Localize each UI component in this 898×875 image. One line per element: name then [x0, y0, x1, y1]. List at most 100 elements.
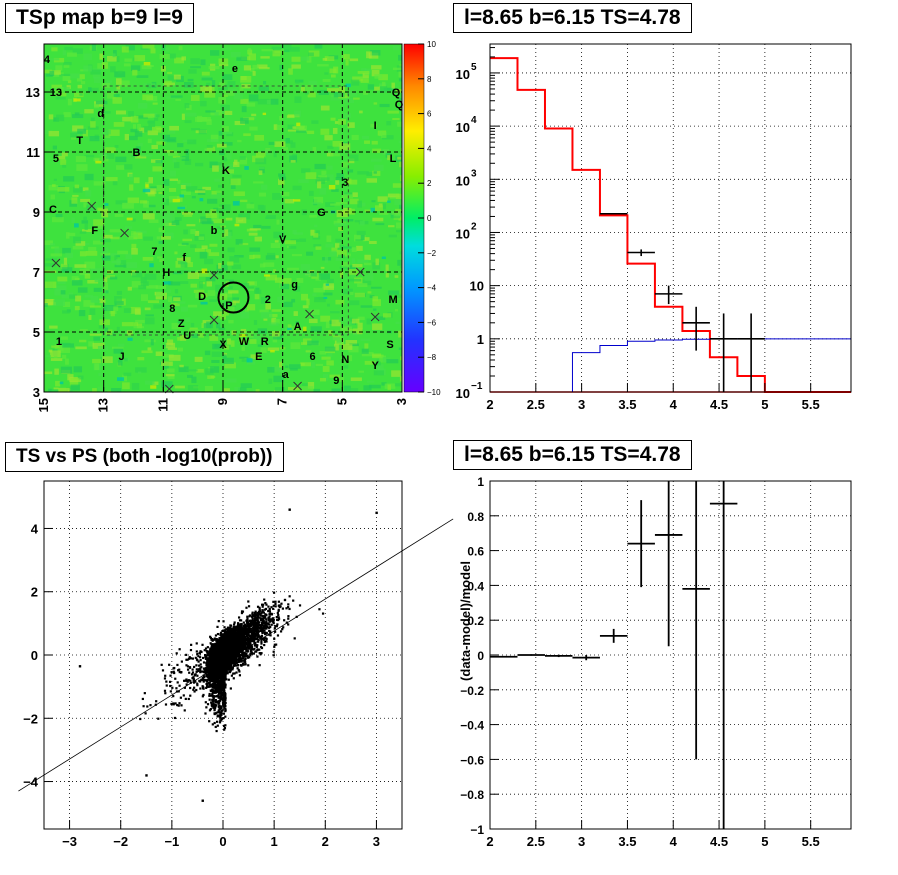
- map-cell: [248, 48, 252, 52]
- map-cell: [224, 229, 229, 237]
- map-cell: [333, 66, 339, 74]
- map-cell: [305, 91, 310, 95]
- scatter-point: [214, 695, 217, 698]
- map-cell: [353, 97, 360, 100]
- map-cell: [348, 328, 359, 331]
- scatter-point: [223, 631, 227, 634]
- map-cell: [335, 180, 340, 185]
- map-cell: [212, 218, 225, 224]
- scatter-point: [212, 699, 215, 702]
- map-cell: [399, 175, 402, 182]
- scatter-point: [237, 616, 241, 619]
- scatter-point: [199, 671, 202, 674]
- map-cell: [357, 200, 362, 208]
- map-cell: [88, 246, 97, 252]
- source-label: d: [97, 108, 104, 120]
- map-cell: [288, 246, 297, 249]
- map-cell: [191, 195, 196, 199]
- map-cell: [235, 239, 243, 245]
- map-cell: [310, 271, 318, 277]
- map-cell: [186, 224, 196, 227]
- map-cell: [59, 346, 71, 354]
- scatter-point: [170, 702, 173, 706]
- map-cell: [254, 293, 260, 300]
- map-cell: [361, 68, 367, 72]
- map-cell: [218, 130, 223, 136]
- map-cell: [122, 374, 127, 382]
- scatter-point: [274, 605, 277, 608]
- scatter-point: [249, 619, 253, 622]
- map-cell: [375, 258, 379, 266]
- map-cell: [336, 331, 345, 336]
- map-cell: [300, 362, 311, 367]
- scatter-point: [258, 648, 261, 651]
- map-cell: [165, 289, 171, 294]
- scatter-point: [211, 639, 214, 642]
- scatter-point: [253, 617, 257, 620]
- map-cell: [371, 140, 378, 145]
- map-cell: [254, 134, 265, 141]
- map-cell: [161, 195, 167, 203]
- map-cell: [259, 309, 269, 313]
- scatter-point: [223, 727, 227, 730]
- scatter-point: [268, 613, 271, 616]
- map-cell: [361, 348, 369, 354]
- map-cell: [240, 311, 250, 319]
- map-cell: [391, 211, 400, 215]
- map-cell: [209, 243, 218, 247]
- map-cell: [371, 65, 382, 70]
- map-cell: [69, 73, 80, 79]
- map-cell: [253, 320, 258, 325]
- map-cell: [315, 275, 322, 281]
- map-cell: [196, 368, 204, 373]
- map-cell: [222, 126, 229, 132]
- scatter-point: [180, 660, 183, 663]
- map-cell: [190, 244, 197, 248]
- map-cell: [63, 301, 71, 308]
- scatter-point: [258, 624, 261, 627]
- map-cell: [238, 336, 243, 341]
- map-cell: [202, 334, 213, 337]
- map-cell: [216, 143, 227, 148]
- map-cell: [51, 345, 60, 348]
- map-cell: [112, 97, 122, 104]
- map-cell: [206, 145, 213, 148]
- map-cell: [254, 289, 262, 294]
- map-cell: [83, 216, 87, 221]
- map-cell: [226, 338, 231, 345]
- map-cell: [304, 272, 317, 277]
- map-cell: [50, 253, 63, 257]
- scatter-point: [241, 652, 244, 655]
- spectrum-ytick-mantissa: 10: [456, 173, 470, 188]
- map-cell: [218, 262, 222, 269]
- map-cell: [60, 290, 66, 295]
- scatter-point: [269, 634, 272, 637]
- map-cell: [378, 130, 383, 137]
- map-cell: [382, 135, 394, 140]
- map-cell: [248, 53, 256, 61]
- map-cell: [363, 262, 372, 266]
- map-cell: [349, 343, 359, 347]
- scatter-point: [146, 705, 149, 708]
- map-cell: [245, 309, 249, 313]
- map-cell: [210, 193, 222, 199]
- map-cell: [311, 275, 319, 279]
- map-cell: [388, 234, 397, 238]
- map-cell: [372, 148, 382, 153]
- map-cell: [205, 110, 216, 113]
- map-cell: [239, 213, 251, 220]
- map-cell: [319, 273, 330, 280]
- map-cell: [190, 322, 195, 328]
- map-hot-cell: [59, 381, 64, 385]
- scatter-point: [191, 668, 194, 671]
- scatter-point: [176, 681, 179, 684]
- map-cell: [133, 326, 145, 329]
- map-cell: [154, 115, 159, 121]
- map-cell: [177, 143, 184, 148]
- map-hot-cell: [239, 334, 247, 337]
- map-cell: [124, 226, 133, 229]
- map-cell: [390, 216, 401, 219]
- scatter-point: [165, 684, 168, 687]
- map-cell: [330, 153, 340, 157]
- map-cell: [397, 121, 402, 127]
